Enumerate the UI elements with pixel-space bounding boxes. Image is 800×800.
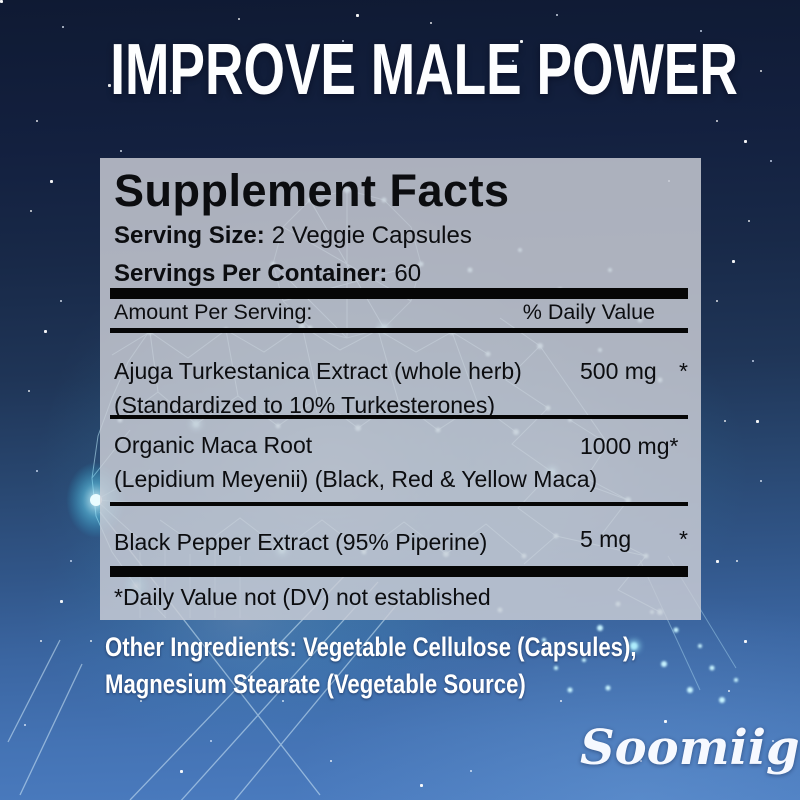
table-row: Black Pepper Extract (95% Piperine) (114, 525, 581, 559)
ingredient-name: Black Pepper Extract (95% Piperine) (114, 529, 488, 555)
ingredient-name: Organic Maca Root (114, 432, 313, 458)
supplement-facts-heading: Supplement Facts (114, 165, 510, 216)
thick-divider-bottom (110, 566, 688, 577)
amount-value: 500 mg (580, 358, 657, 384)
ingredient-detail: (Lepidium Meyenii) (Black, Red & Yellow … (114, 466, 598, 492)
amount-value: 5 mg (580, 526, 632, 552)
servings-label: Servings Per Container: (114, 260, 388, 287)
thick-divider-top (110, 288, 688, 299)
amount-value: 1000 mg* (580, 433, 679, 459)
servings-value: 60 (394, 260, 422, 287)
daily-value-header: % Daily Value (522, 300, 655, 324)
row-divider (110, 415, 688, 419)
ingredient-amount: 5 mg * (580, 525, 688, 553)
other-ingredients-line1: Other Ingredients: Vegetable Cellulose (… (105, 632, 637, 662)
header-underline (110, 328, 688, 333)
other-ingredients-line2: Magnesium Stearate (Vegetable Source) (105, 669, 526, 699)
table-row: Organic Maca Root (Lepidium Meyenii) (Bl… (114, 428, 598, 496)
dv-asterisk: * (679, 526, 688, 552)
ingredient-detail: (Standardized to 10% Turkesterones) (114, 392, 495, 418)
serving-size-label: Serving Size: (114, 222, 265, 249)
brand-name: Soomiig (580, 720, 800, 776)
servings-per-container-line: Servings Per Container: 60 (114, 259, 421, 289)
table-header-row: Amount Per Serving: % Daily Value (114, 300, 687, 324)
daily-value-footnote: *Daily Value not (DV) not established (114, 584, 491, 610)
row-divider (110, 502, 688, 506)
page-title: IMPROVE MALE POWER (110, 30, 738, 110)
serving-size-line: Serving Size: 2 Veggie Capsules (114, 221, 472, 251)
ingredient-amount: 1000 mg* (580, 432, 688, 460)
amount-per-serving-header: Amount Per Serving: (114, 300, 313, 324)
brand-logo: Soomiig® (580, 722, 800, 775)
ingredient-amount: 500 mg * (580, 357, 688, 385)
other-ingredients: Other Ingredients: Vegetable Cellulose (… (105, 629, 637, 703)
supplement-facts-panel: Supplement Facts Serving Size: 2 Veggie C… (100, 158, 701, 620)
table-row: Ajuga Turkestanica Extract (whole herb) … (114, 354, 581, 422)
starfield-bright (0, 0, 3, 3)
serving-size-value: 2 Veggie Capsules (271, 222, 472, 249)
ingredient-name: Ajuga Turkestanica Extract (whole herb) (114, 358, 522, 384)
dv-asterisk: * (679, 358, 688, 384)
